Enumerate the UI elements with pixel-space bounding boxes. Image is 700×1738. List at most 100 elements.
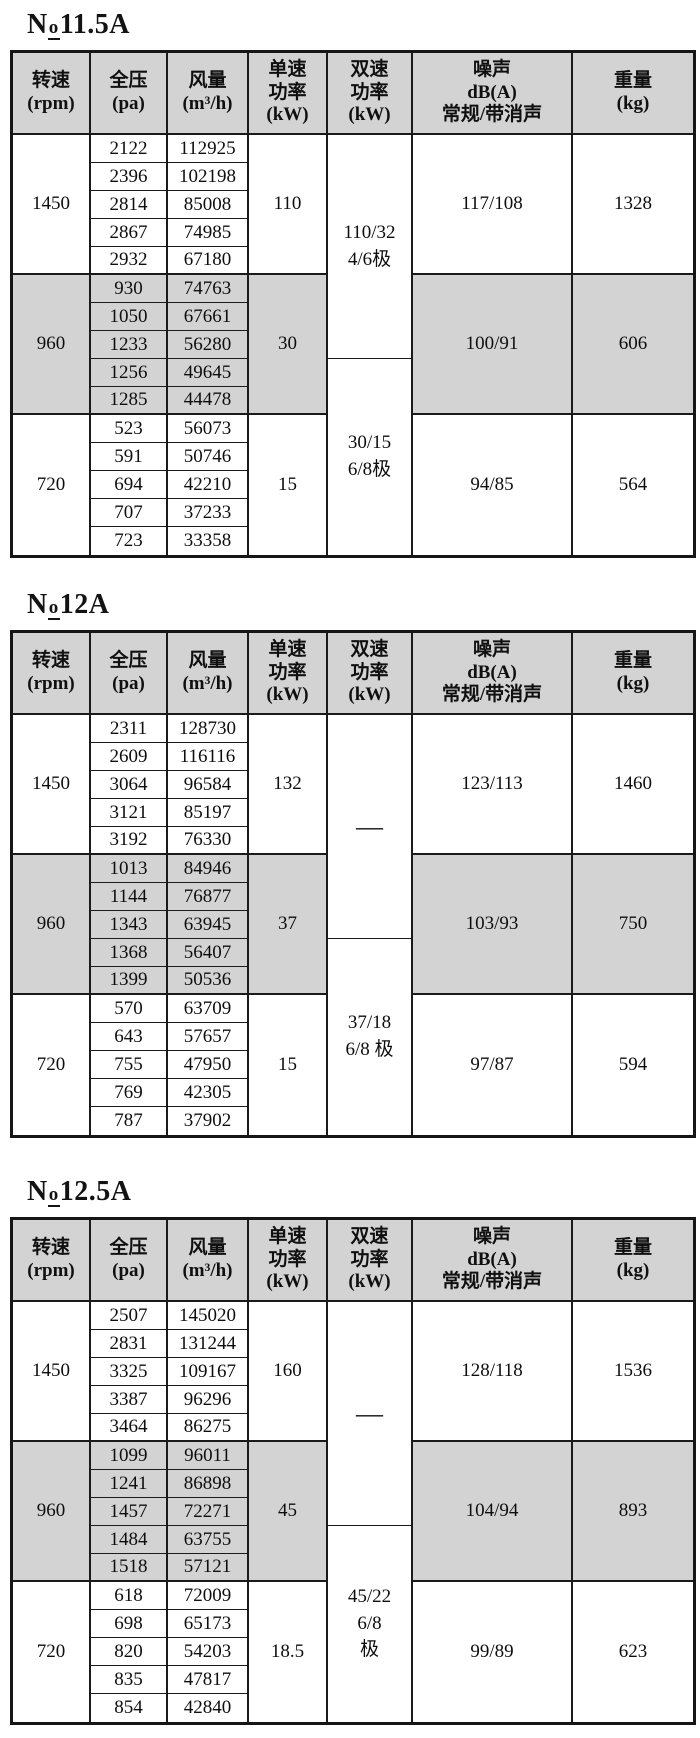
flow-cell: 116116 <box>168 743 249 771</box>
flow-cell: 145020 <box>168 1302 249 1330</box>
weight-cell: 1460 <box>573 715 693 855</box>
pressure-cell: 723 <box>91 527 168 555</box>
header-cell-single-power: 单速 功率 (kW) <box>249 633 328 715</box>
header-line: (kW) <box>348 684 391 706</box>
single-power-cell: 18.5 <box>249 1582 328 1722</box>
header-line: 功率 <box>350 1248 389 1270</box>
pressure-cell: 2122 <box>91 135 168 163</box>
rpm-cell: 960 <box>13 855 91 995</box>
pressure-cell: 1285 <box>91 387 168 415</box>
spec-table-no12-5a: 转速 (rpm) 全压 (pa) 风量 (m³/h) 单速 功率 (kW) 双速 功率 (kW) 噪声 d… <box>10 1217 696 1725</box>
rpm-cell: 1450 <box>13 715 91 855</box>
flow-cell: 49645 <box>168 359 249 387</box>
dual-power-line: 6/8 极 <box>345 1039 394 1060</box>
header-line: (rpm) <box>27 1260 75 1281</box>
header-cell-pressure: 全压 (pa) <box>91 633 168 715</box>
flow-cell: 102198 <box>168 163 249 191</box>
header-cell-noise: 噪声 dB(A) 常规/带消声 <box>413 633 573 715</box>
flow-cell: 112925 <box>168 135 249 163</box>
header-line: 双速 <box>350 1225 389 1247</box>
header-cell-dual-power: 双速 功率 (kW) <box>328 53 413 135</box>
table-title-no12a: No12A <box>27 589 700 621</box>
flow-cell: 74763 <box>168 275 249 303</box>
pressure-cell: 1484 <box>91 1526 168 1554</box>
model-number-prefix: N <box>27 589 48 620</box>
flow-cell: 84946 <box>168 855 249 883</box>
header-line: (m³/h) <box>182 673 233 694</box>
fan-spec-section-no12-5a: No12.5A 转速 (rpm) 全压 (pa) 风量 (m³/h) 单速 功率 (kW) 双速功… <box>0 1176 700 1725</box>
noise-cell: 97/87 <box>413 995 573 1135</box>
pressure-cell: 2932 <box>91 247 168 275</box>
header-cell-pressure: 全压 (pa) <box>91 53 168 135</box>
header-line: 全压 <box>109 1237 148 1259</box>
flow-cell: 131244 <box>168 1330 249 1358</box>
flow-cell: 74985 <box>168 219 249 247</box>
single-power-cell: 37 <box>249 855 328 995</box>
pressure-cell: 835 <box>91 1666 168 1694</box>
dual-power-cell: 45/22 6/8 极 <box>328 1526 413 1722</box>
header-cell-noise: 噪声 dB(A) 常规/带消声 <box>413 1220 573 1302</box>
flow-cell: 67661 <box>168 303 249 331</box>
model-number-ordinal: o <box>47 1185 60 1208</box>
header-cell-speed: 转速 (rpm) <box>13 53 91 135</box>
dual-power-line: 6/8极 <box>347 459 392 480</box>
fan-spec-section-no11-5a: No11.5A 转速 (rpm) 全压 (pa) 风量 (m³/h) 单速 功率 (kW) 双速功… <box>0 9 700 558</box>
noise-cell: 117/108 <box>413 135 573 275</box>
flow-cell: 50536 <box>168 967 249 995</box>
weight-cell: 893 <box>573 1442 693 1582</box>
pressure-cell: 1099 <box>91 1442 168 1470</box>
header-line: (pa) <box>112 93 145 114</box>
flow-cell: 65173 <box>168 1610 249 1638</box>
dual-power-line: — <box>356 811 383 841</box>
header-cell-single-power: 单速 功率 (kW) <box>249 1220 328 1302</box>
pressure-cell: 769 <box>91 1079 168 1107</box>
flow-cell: 67180 <box>168 247 249 275</box>
header-line: (rpm) <box>27 93 75 114</box>
pressure-cell: 1144 <box>91 883 168 911</box>
flow-cell: 57121 <box>168 1554 249 1582</box>
header-line: 单速 <box>268 1225 307 1247</box>
pressure-cell: 2507 <box>91 1302 168 1330</box>
header-cell-single-power: 单速 功率 (kW) <box>249 53 328 135</box>
pressure-cell: 591 <box>91 443 168 471</box>
flow-cell: 56280 <box>168 331 249 359</box>
flow-cell: 72271 <box>168 1498 249 1526</box>
flow-cell: 54203 <box>168 1638 249 1666</box>
fan-spec-section-no12a: No12A 转速 (rpm) 全压 (pa) 风量 (m³/h) 单速 功率 (kW) 双速 功率(… <box>0 589 700 1138</box>
pressure-cell: 1457 <box>91 1498 168 1526</box>
flow-cell: 76330 <box>168 827 249 855</box>
model-number-ordinal: o <box>47 598 60 621</box>
pressure-cell: 3064 <box>91 771 168 799</box>
weight-cell: 594 <box>573 995 693 1135</box>
dual-power-cell: 37/18 6/8 极 <box>328 939 413 1135</box>
model-number-value: 11.5A <box>59 9 130 40</box>
noise-cell: 104/94 <box>413 1442 573 1582</box>
header-line: 噪声 <box>472 58 511 80</box>
header-line: 转速 <box>31 70 70 92</box>
weight-cell: 606 <box>573 275 693 415</box>
noise-cell: 123/113 <box>413 715 573 855</box>
flow-cell: 33358 <box>168 527 249 555</box>
pressure-cell: 755 <box>91 1051 168 1079</box>
header-line: (kg) <box>616 673 650 694</box>
pressure-cell: 3192 <box>91 827 168 855</box>
header-line: 单速 <box>268 638 307 660</box>
rpm-cell: 960 <box>13 275 91 415</box>
pressure-cell: 3121 <box>91 799 168 827</box>
header-line: (pa) <box>112 1260 145 1281</box>
pressure-cell: 1013 <box>91 855 168 883</box>
header-cell-speed: 转速 (rpm) <box>13 633 91 715</box>
pressure-cell: 2831 <box>91 1330 168 1358</box>
flow-cell: 56407 <box>168 939 249 967</box>
single-power-cell: 132 <box>249 715 328 855</box>
pressure-cell: 3464 <box>91 1414 168 1442</box>
header-cell-speed: 转速 (rpm) <box>13 1220 91 1302</box>
pressure-cell: 1233 <box>91 331 168 359</box>
rpm-cell: 960 <box>13 1442 91 1582</box>
flow-cell: 63945 <box>168 911 249 939</box>
header-line: 常规/带消声 <box>441 104 543 126</box>
header-line: dB(A) <box>467 1248 517 1270</box>
pressure-cell: 694 <box>91 471 168 499</box>
header-line: 风量 <box>188 1237 227 1259</box>
flow-cell: 85197 <box>168 799 249 827</box>
